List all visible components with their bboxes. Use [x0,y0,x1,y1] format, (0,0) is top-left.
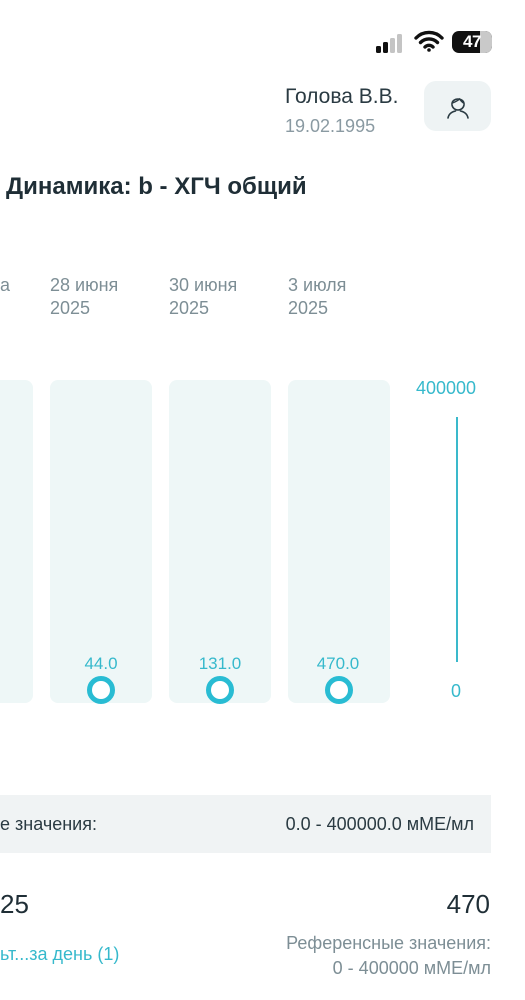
chart-column[interactable] [169,380,271,703]
data-label: 131.0 [198,654,242,673]
reference-range-value: 0.0 - 400000.0 мМЕ/мл [285,814,474,834]
data-label: 470.0 [316,654,360,673]
date-label-partial: а [0,275,11,295]
patient-birth-date: 19.02.1995 [285,116,376,136]
data-label: 44.0 [84,654,118,673]
chart-title: Динамика: b - ХГЧ общий [6,173,307,200]
reference-values-label: Референсные значения: [286,933,491,953]
data-point[interactable] [206,675,234,704]
date-label: 28 июня 2025 [50,275,119,318]
data-point[interactable] [325,675,353,704]
y-axis-min-label: 0 [451,681,462,701]
results-per-day-link[interactable]: ьт...за день (1) [0,944,120,964]
patient-name: Голова В.В. [285,85,399,108]
y-axis-line [456,417,458,662]
battery-icon: 47 [452,31,492,53]
chart-column[interactable] [50,380,152,703]
y-axis-max-label: 400000 [416,378,477,398]
cellular-signal-icon [376,33,406,53]
chart-column[interactable] [288,380,390,703]
result-value-partial: 25 [0,889,29,919]
reference-values: Референсные значения: 0 - 400000 мМЕ/мл [286,931,491,981]
reference-range-row [0,795,491,853]
chart-column-partial [0,380,33,703]
reference-values-range: 0 - 400000 мМЕ/мл [332,958,491,978]
reference-range-label: е значения: [0,814,97,834]
wifi-icon [414,30,444,52]
date-label: 3 июля 2025 [288,275,347,318]
user-profile-icon [446,97,469,119]
latest-result-value: 470 [446,889,490,919]
data-point[interactable] [87,675,115,704]
battery-level: 47 [463,32,481,51]
profile-button[interactable] [424,81,491,131]
date-label: 30 июня 2025 [169,275,238,318]
